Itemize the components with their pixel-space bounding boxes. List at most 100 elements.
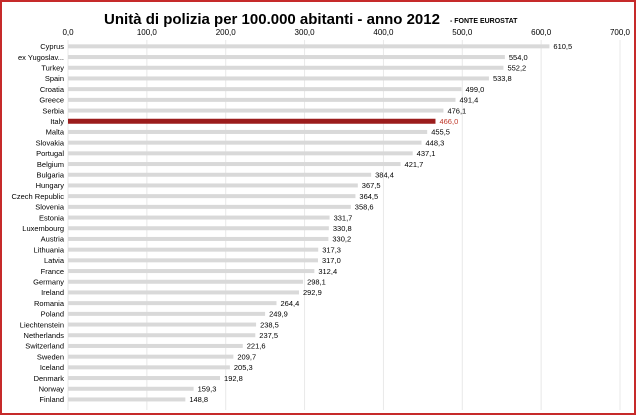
category-label: Czech Republic	[11, 192, 64, 201]
value-label: 358,6	[355, 203, 374, 212]
category-label: Latvia	[44, 256, 65, 265]
value-label: 237,5	[259, 331, 278, 340]
category-label: Belgium	[37, 160, 64, 169]
value-label: 552,2	[507, 63, 526, 72]
bar	[68, 97, 456, 102]
bar	[68, 183, 358, 188]
category-label: Serbia	[42, 106, 65, 115]
value-label: 264,4	[280, 299, 299, 308]
bar	[68, 226, 329, 231]
category-label: Switzerland	[25, 342, 64, 351]
value-label: 476,1	[447, 106, 466, 115]
chart-subtitle: - FONTE EUROSTAT	[450, 18, 518, 25]
value-label: 312,4	[318, 267, 337, 276]
category-label: Germany	[33, 277, 64, 286]
category-label: Slovenia	[35, 203, 65, 212]
bar	[68, 290, 299, 295]
x-tick-label: 0,0	[62, 28, 74, 37]
category-label: Denmark	[34, 374, 65, 383]
value-label: 455,5	[431, 128, 450, 137]
value-label: 238,5	[260, 320, 279, 329]
bar	[68, 269, 315, 274]
bar	[68, 151, 413, 156]
bar	[68, 204, 351, 209]
category-label: Cyprus	[40, 42, 64, 51]
bar	[68, 76, 489, 81]
bar	[68, 333, 256, 338]
category-label: Netherlands	[24, 331, 65, 340]
bar	[68, 108, 444, 113]
bar	[68, 376, 221, 381]
value-label: 499,0	[465, 85, 484, 94]
category-label: Luxembourg	[22, 224, 64, 233]
bar	[68, 386, 194, 391]
value-label: 437,1	[417, 149, 436, 158]
category-label: Iceland	[40, 363, 64, 372]
x-tick-label: 200,0	[216, 28, 237, 37]
category-label: Italy	[50, 117, 64, 126]
category-label: Sweden	[37, 352, 64, 361]
category-label: Austria	[41, 235, 65, 244]
category-label: Malta	[46, 128, 65, 137]
value-label: 192,8	[224, 374, 243, 383]
category-label: Croatia	[40, 85, 65, 94]
bar	[68, 397, 186, 402]
category-label: Ireland	[41, 288, 64, 297]
value-label: 159,3	[198, 384, 217, 393]
value-label: 367,5	[362, 181, 381, 190]
bar	[68, 236, 329, 241]
bar	[68, 65, 504, 70]
value-label: 448,3	[426, 138, 445, 147]
value-label: 221,6	[247, 342, 266, 351]
value-label: 421,7	[405, 160, 424, 169]
value-label: 330,8	[333, 224, 352, 233]
value-label: 292,9	[303, 288, 322, 297]
category-label: Estonia	[39, 213, 65, 222]
category-label: Portugal	[36, 149, 64, 158]
bar	[68, 140, 422, 145]
bar	[68, 258, 318, 263]
category-label: Hungary	[36, 181, 65, 190]
category-label: Liechtenstein	[20, 320, 64, 329]
category-label: ex Yugoslav...	[18, 53, 64, 62]
value-label: 249,9	[269, 310, 288, 319]
value-label: 554,0	[509, 53, 528, 62]
value-label: 610,5	[553, 42, 572, 51]
bar	[68, 215, 330, 220]
x-tick-label: 300,0	[295, 28, 316, 37]
value-label: 205,3	[234, 363, 253, 372]
bar	[68, 162, 401, 167]
bar	[68, 118, 436, 124]
x-tick-label: 500,0	[452, 28, 473, 37]
category-label: Poland	[41, 310, 64, 319]
chart-title: Unità di polizia per 100.000 abitanti - …	[104, 11, 440, 28]
bar	[68, 311, 266, 316]
bar	[68, 87, 462, 92]
value-label: 331,7	[334, 213, 353, 222]
value-label: 298,1	[307, 277, 326, 286]
bar	[68, 354, 234, 359]
x-axis-ticks: 0,0 100,0 200,0 300,0 400,0 500,0 600,0 700,0	[62, 28, 630, 37]
value-label: 209,7	[237, 352, 256, 361]
category-label: Greece	[39, 96, 64, 105]
value-label: 533,8	[493, 74, 512, 83]
bar	[68, 55, 505, 60]
x-tick-label: 600,0	[531, 28, 552, 37]
category-label: France	[41, 267, 64, 276]
bar	[68, 129, 428, 134]
bars	[68, 44, 550, 402]
bar	[68, 172, 372, 177]
category-labels: Cyprus ex Yugoslav...Turkey Spain Croatia Gr…	[11, 42, 64, 404]
value-label: 330,2	[332, 235, 351, 244]
value-label: 384,4	[375, 170, 394, 179]
value-label: 317,0	[322, 256, 341, 265]
x-tick-label: 400,0	[373, 28, 394, 37]
bar	[68, 322, 257, 327]
bar	[68, 301, 277, 306]
category-label: Norway	[39, 384, 65, 393]
value-label: 491,4	[460, 96, 479, 105]
category-label: Finland	[39, 395, 64, 404]
category-label: Slovakia	[36, 138, 65, 147]
